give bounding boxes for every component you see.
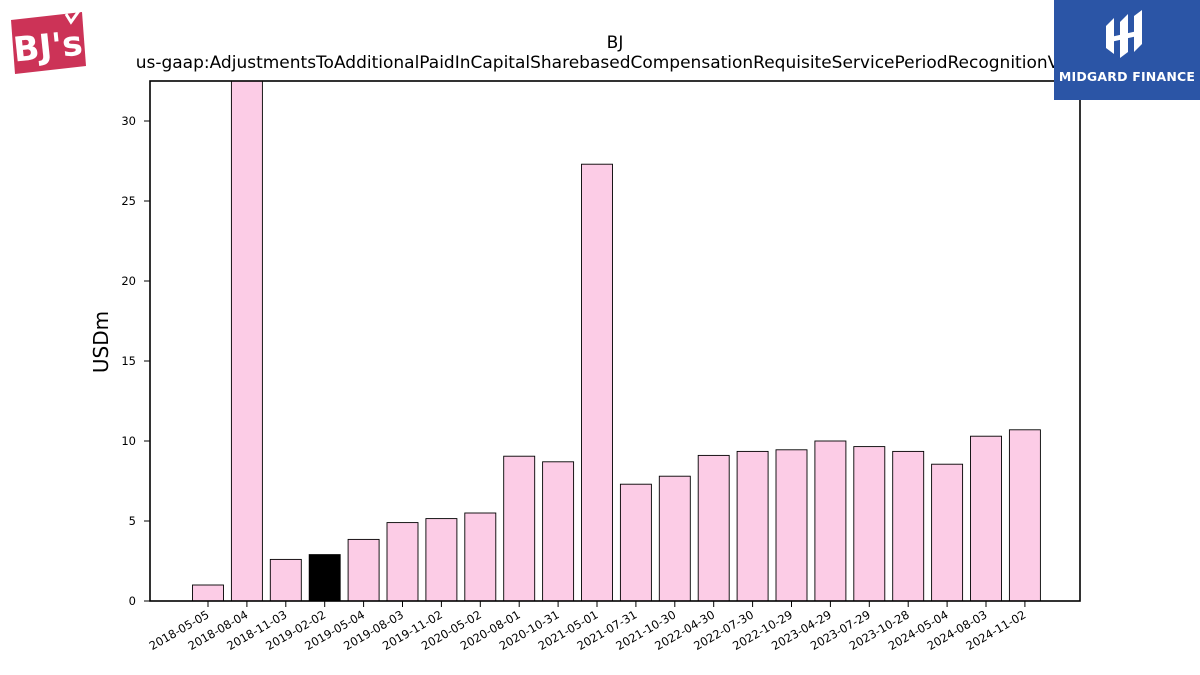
y-tick-label: 25 [121,194,136,208]
bar-2023-07-29 [853,446,886,602]
bjs-logo: BJ's [8,7,88,74]
bar-2019-02-02 [308,554,341,602]
bar-2018-08-04 [230,80,263,602]
bar-2020-10-31 [542,461,575,602]
bar-2020-08-01 [503,455,536,602]
y-tick-label: 15 [121,354,136,368]
midgard-emblem-icon [1106,10,1142,58]
bar-2022-10-29 [775,449,808,602]
bar-2018-05-05 [192,584,224,602]
bar-2019-05-04 [347,538,380,602]
bar-2018-11-03 [269,558,302,602]
plot-frame [149,80,1081,602]
bar-2024-08-03 [970,435,1002,602]
y-tick-label: 5 [129,514,136,528]
bar-2022-04-30 [697,454,730,602]
bars-group [192,80,1041,602]
bar-2021-10-30 [658,475,691,602]
midgard-finance-logo: MIDGARD FINANCE [1054,0,1200,100]
y-tick-label: 10 [121,434,136,448]
y-axis-label: USDm [89,311,113,373]
x-axis-ticks: 2018-05-052018-08-042018-11-032019-02-02… [147,601,1028,653]
bar-2024-05-04 [931,463,964,602]
bar-2023-10-28 [892,450,925,602]
y-tick-label: 20 [121,274,136,288]
bar-2023-04-29 [814,440,847,602]
chart-title: BJ [607,33,624,53]
y-tick-label: 30 [121,114,136,128]
chart-subtitle: us-gaap:AdjustmentsToAdditionalPaidInCap… [136,53,1095,73]
bar-2019-08-03 [386,522,419,602]
bar-2021-05-01 [581,163,613,602]
bar-2020-05-02 [464,512,497,602]
y-axis-ticks: 0 5 10 15 20 25 30 [121,114,150,608]
y-tick-label: 0 [129,594,136,608]
bar-2021-07-31 [619,483,652,602]
bar-2019-11-02 [425,518,458,602]
bjs-logo-text: BJ's [11,23,84,70]
bar-2022-07-30 [736,450,769,602]
midgard-finance-logo-text: MIDGARD FINANCE [1058,69,1196,84]
bar-2024-11-02 [1008,429,1041,602]
